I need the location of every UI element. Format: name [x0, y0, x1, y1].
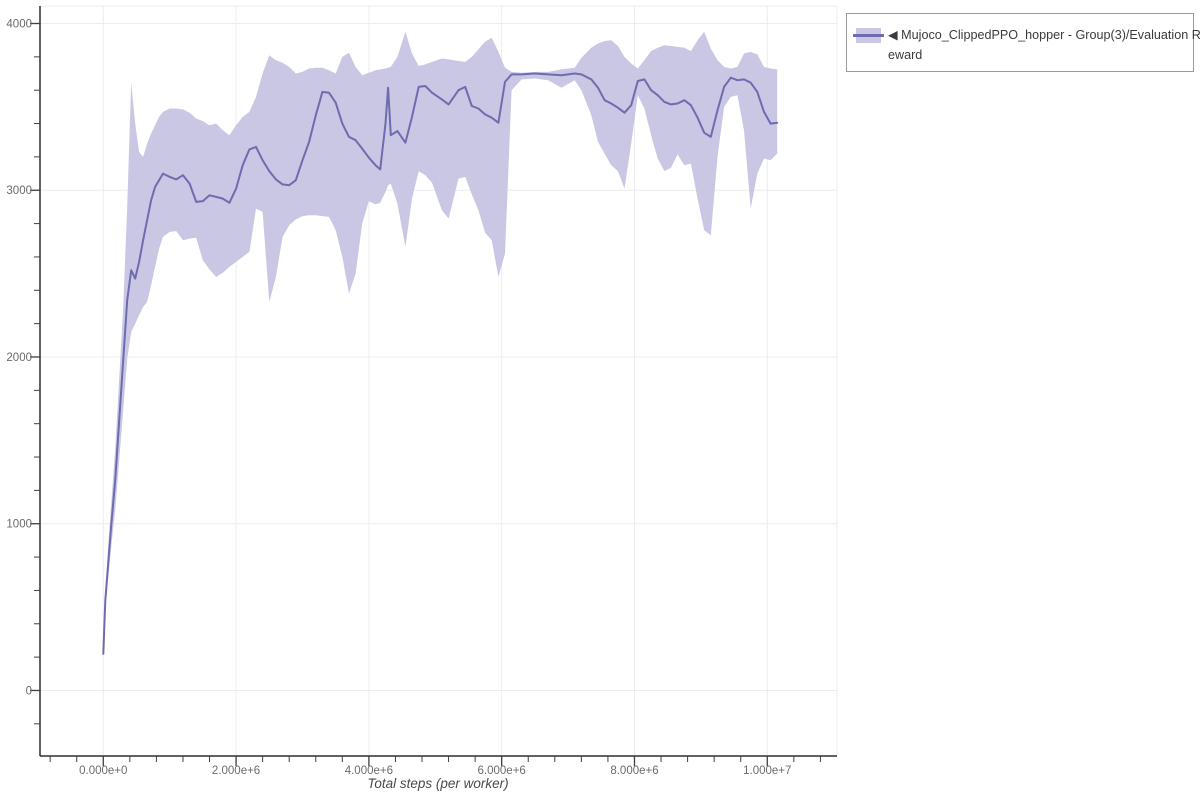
confidence-band: [103, 31, 778, 654]
legend-swatch-icon: [853, 28, 884, 43]
x-tick-label: 8.000e+6: [610, 765, 658, 777]
x-tick-label: 2.000e+6: [212, 765, 260, 777]
x-tick-label: 4.000e+6: [345, 765, 393, 777]
mean-line: [102, 72, 779, 655]
axis-labels: Total steps (per worker) 0 1000 2000 3000 40…: [6, 19, 791, 791]
y-tick-label: 3000: [6, 185, 32, 197]
legend-label-line1: ◀ Mujoco_ClippedPPO_hopper - Group(3)/Ev…: [888, 28, 1200, 42]
y-tick-label: 0: [26, 685, 32, 697]
x-tick-label: 0.000e+0: [79, 765, 127, 777]
series-area: [102, 31, 779, 655]
legend-swatch-line-icon: [853, 34, 884, 37]
y-tick-label: 4000: [6, 19, 32, 31]
legend-label: ◀ Mujoco_ClippedPPO_hopper - Group(3)/Ev…: [888, 25, 1200, 65]
axes: [30, 6, 837, 766]
legend[interactable]: ◀ Mujoco_ClippedPPO_hopper - Group(3)/Ev…: [846, 13, 1200, 72]
legend-label-line2: eward: [888, 48, 923, 62]
x-tick-label: 6.000e+6: [478, 765, 526, 777]
x-tick-label: 1.000e+7: [743, 765, 791, 777]
y-tick-label: 2000: [6, 352, 32, 364]
x-axis-title: Total steps (per worker): [367, 776, 508, 791]
y-tick-label: 1000: [6, 519, 32, 531]
